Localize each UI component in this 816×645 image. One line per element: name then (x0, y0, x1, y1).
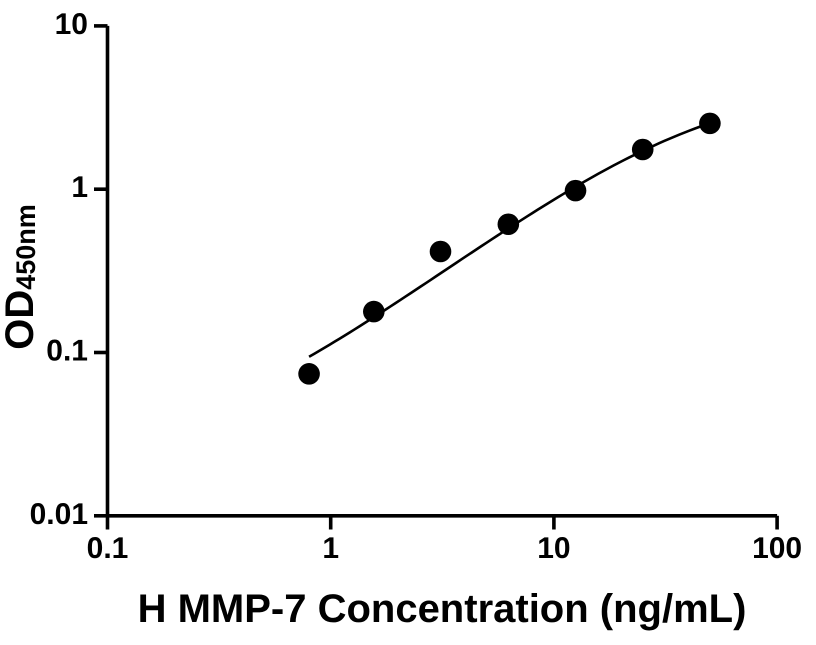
svg-text:0.01: 0.01 (30, 498, 88, 531)
svg-text:0.1: 0.1 (46, 335, 88, 368)
svg-text:0.1: 0.1 (87, 532, 129, 565)
svg-text:H MMP-7 Concentration (ng/mL): H MMP-7 Concentration (ng/mL) (138, 587, 747, 631)
svg-text:100: 100 (752, 532, 802, 565)
svg-text:OD450nm: OD450nm (0, 204, 42, 350)
svg-text:1: 1 (71, 171, 88, 204)
svg-text:10: 10 (55, 8, 88, 41)
svg-text:1: 1 (322, 532, 339, 565)
svg-text:10: 10 (537, 532, 570, 565)
